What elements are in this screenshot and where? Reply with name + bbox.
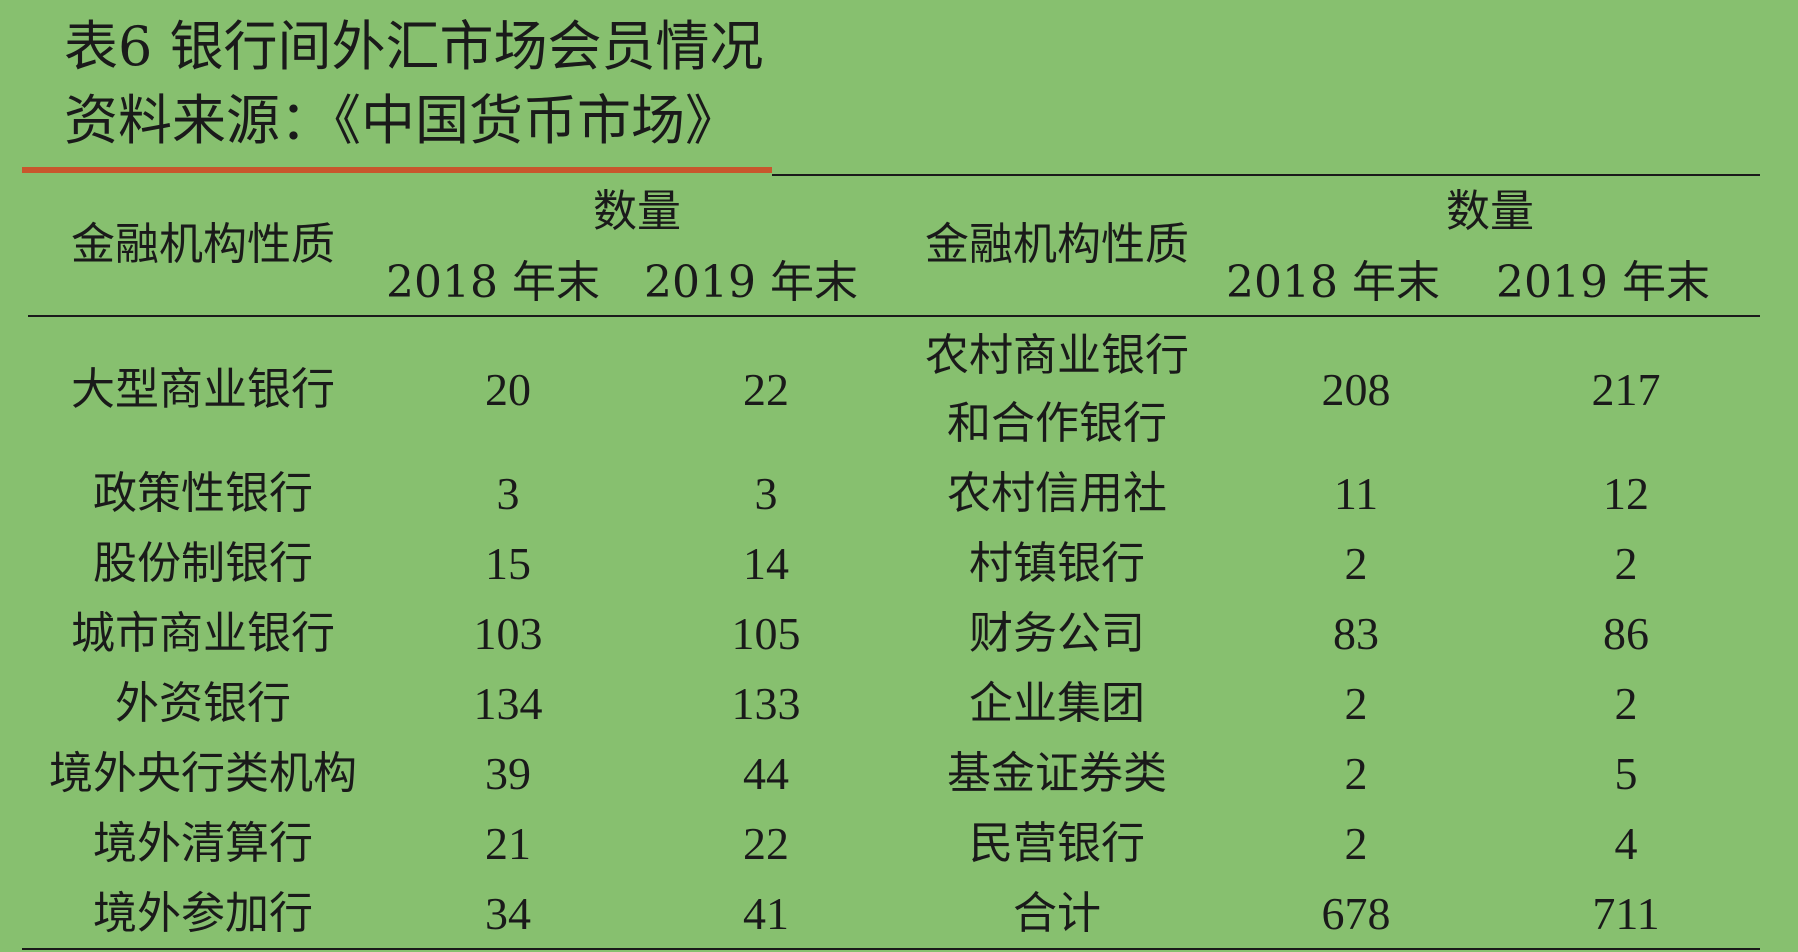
header-2018-right: 2018 年末 xyxy=(1226,257,1440,308)
left-row-8-2019: 41 xyxy=(743,888,789,939)
right-row-8-2018: 678 xyxy=(1321,888,1391,939)
right-row-7-2018: 2 xyxy=(1344,818,1368,869)
header-quantity-left: 数量 xyxy=(593,186,681,237)
left-row-1-name: 大型商业银行 xyxy=(71,364,335,415)
left-row-5-2018: 134 xyxy=(473,678,543,729)
left-row-2-name: 政策性银行 xyxy=(93,468,313,519)
left-row-3-name: 股份制银行 xyxy=(93,538,313,589)
right-row-6-name: 基金证券类 xyxy=(947,748,1167,799)
right-row-3-2019: 2 xyxy=(1614,538,1638,589)
right-row-1-2018: 208 xyxy=(1321,364,1391,415)
right-row-4-2019: 86 xyxy=(1603,608,1649,659)
right-row-8-2019: 711 xyxy=(1592,888,1660,939)
right-row-4-name: 财务公司 xyxy=(969,608,1145,659)
right-row-6-2018: 2 xyxy=(1344,748,1368,799)
left-row-1-2018: 20 xyxy=(485,364,531,415)
right-row-2-2019: 12 xyxy=(1603,468,1649,519)
table-top-rule xyxy=(772,174,1760,176)
right-row-6-2019: 5 xyxy=(1614,748,1638,799)
right-row-2-name: 农村信用社 xyxy=(947,468,1167,519)
right-row-4-2018: 83 xyxy=(1333,608,1379,659)
right-row-3-name: 村镇银行 xyxy=(969,538,1145,589)
table-title: 表6 银行间外汇市场会员情况 xyxy=(64,15,764,78)
left-row-7-name: 境外清算行 xyxy=(93,818,313,869)
left-row-7-2019: 22 xyxy=(743,818,789,869)
header-quantity-right: 数量 xyxy=(1446,186,1534,237)
header-2019-right: 2019 年末 xyxy=(1496,257,1710,308)
left-row-7-2018: 21 xyxy=(485,818,531,869)
header-rule xyxy=(28,315,1760,317)
right-row-7-2019: 4 xyxy=(1614,818,1638,869)
header-2018-left: 2018 年末 xyxy=(386,257,600,308)
header-category-right: 金融机构性质 xyxy=(925,219,1189,270)
left-row-3-2018: 15 xyxy=(485,538,531,589)
header-2019-left: 2019 年末 xyxy=(644,257,858,308)
right-row-7-name: 民营银行 xyxy=(969,818,1145,869)
right-row-1-name-line1: 农村商业银行 xyxy=(925,330,1189,381)
accent-divider xyxy=(22,167,772,173)
left-row-6-name: 境外央行类机构 xyxy=(49,748,357,799)
right-row-3-2018: 2 xyxy=(1344,538,1368,589)
right-row-5-name: 企业集团 xyxy=(969,678,1145,729)
left-row-2-2019: 3 xyxy=(754,468,778,519)
left-row-8-name: 境外参加行 xyxy=(93,888,313,939)
left-row-4-2019: 105 xyxy=(731,608,801,659)
table-bottom-rule xyxy=(22,948,1760,950)
right-row-2-2018: 11 xyxy=(1333,468,1379,519)
left-row-5-2019: 133 xyxy=(731,678,801,729)
right-row-1-2019: 217 xyxy=(1591,364,1661,415)
right-row-5-2018: 2 xyxy=(1344,678,1368,729)
right-row-1-name-line2: 和合作银行 xyxy=(947,398,1167,449)
source-note: 资料来源：《中国货币市场》 xyxy=(64,89,739,152)
left-row-6-2019: 44 xyxy=(743,748,789,799)
left-row-8-2018: 34 xyxy=(485,888,531,939)
left-row-6-2018: 39 xyxy=(485,748,531,799)
title-block: 表6 银行间外汇市场会员情况 资料来源：《中国货币市场》 xyxy=(64,10,764,158)
header-category-left: 金融机构性质 xyxy=(71,219,335,270)
left-row-5-name: 外资银行 xyxy=(115,678,291,729)
left-row-2-2018: 3 xyxy=(496,468,520,519)
left-row-4-2018: 103 xyxy=(473,608,543,659)
right-row-5-2019: 2 xyxy=(1614,678,1638,729)
right-row-8-name: 合计 xyxy=(1013,888,1101,939)
left-row-3-2019: 14 xyxy=(743,538,789,589)
left-row-4-name: 城市商业银行 xyxy=(71,608,335,659)
left-row-1-2019: 22 xyxy=(743,364,789,415)
